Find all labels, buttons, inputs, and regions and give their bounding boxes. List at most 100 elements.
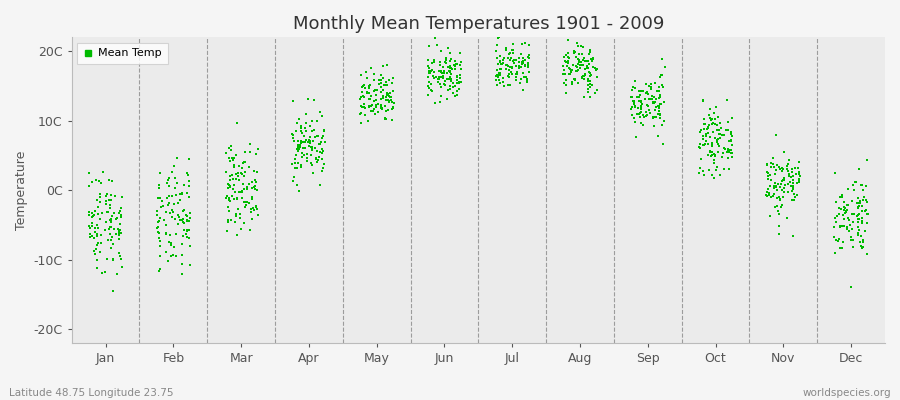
Point (237, 159, 251, 165)
Point (248, 203, 263, 210)
Point (855, 217, 869, 224)
Point (375, 75, 390, 82)
Point (299, 137, 313, 143)
Point (713, 172, 727, 178)
Point (427, 57, 441, 64)
Point (763, 213, 778, 219)
Point (711, 149, 725, 156)
Point (112, 208, 127, 214)
Point (860, 199, 875, 206)
Point (493, 70, 508, 76)
Point (792, 177, 806, 183)
Point (706, 151, 721, 158)
Point (760, 170, 775, 176)
Point (158, 230, 173, 237)
Point (838, 209, 852, 216)
Point (724, 131, 738, 138)
Point (495, 79, 509, 86)
Point (450, 92, 464, 98)
Point (443, 63, 457, 69)
Point (848, 179, 862, 185)
Point (761, 192, 776, 198)
Point (562, 55, 577, 61)
Point (356, 93, 370, 99)
Point (626, 94, 640, 101)
Point (850, 230, 865, 236)
Point (98, 198, 112, 204)
Point (838, 210, 852, 217)
Point (229, 176, 243, 182)
Point (698, 131, 713, 137)
Point (698, 138, 713, 144)
Point (652, 111, 667, 118)
Point (99, 218, 113, 225)
Point (238, 202, 253, 209)
Point (356, 103, 371, 110)
Point (652, 104, 666, 110)
Point (453, 62, 467, 68)
Point (509, 71, 524, 77)
Point (113, 253, 128, 260)
Point (425, 88, 439, 94)
Point (303, 160, 318, 166)
Point (634, 99, 648, 105)
Point (769, 180, 783, 186)
Point (789, 192, 804, 198)
Point (293, 125, 308, 132)
Point (434, 74, 448, 80)
Point (650, 88, 664, 94)
Point (706, 120, 720, 126)
Point (859, 228, 873, 234)
Point (152, 185, 166, 191)
Point (92, 178, 106, 184)
Point (378, 79, 392, 86)
Point (851, 204, 866, 211)
Point (112, 230, 127, 237)
Point (572, 64, 587, 71)
Point (231, 176, 246, 183)
Point (225, 193, 239, 200)
Point (299, 128, 313, 134)
Point (584, 72, 598, 78)
Point (787, 197, 801, 203)
Point (438, 58, 453, 65)
Point (368, 110, 382, 117)
Point (771, 231, 786, 238)
Point (312, 149, 327, 156)
Point (235, 194, 249, 201)
Point (627, 104, 642, 111)
Point (583, 78, 598, 84)
Point (645, 99, 660, 106)
Point (83, 224, 97, 231)
Point (777, 189, 791, 195)
Point (626, 84, 641, 90)
Point (175, 217, 189, 223)
Point (710, 136, 724, 142)
Point (160, 180, 175, 187)
Point (516, 58, 530, 64)
Point (500, 72, 515, 79)
Point (182, 178, 196, 184)
Point (439, 55, 454, 62)
Point (581, 85, 596, 92)
Point (568, 54, 582, 60)
Point (519, 78, 534, 85)
Point (152, 266, 166, 272)
Point (711, 114, 725, 120)
Point (832, 236, 847, 242)
Point (374, 95, 389, 102)
Point (635, 88, 650, 94)
Point (514, 76, 528, 82)
Point (354, 103, 368, 109)
Point (711, 141, 725, 147)
Point (625, 112, 639, 118)
Point (444, 56, 458, 62)
Point (634, 98, 648, 104)
Point (777, 175, 791, 182)
Point (221, 217, 236, 223)
Point (766, 160, 780, 167)
Point (516, 55, 530, 62)
Point (294, 140, 309, 146)
Point (180, 218, 194, 224)
Point (792, 179, 806, 185)
